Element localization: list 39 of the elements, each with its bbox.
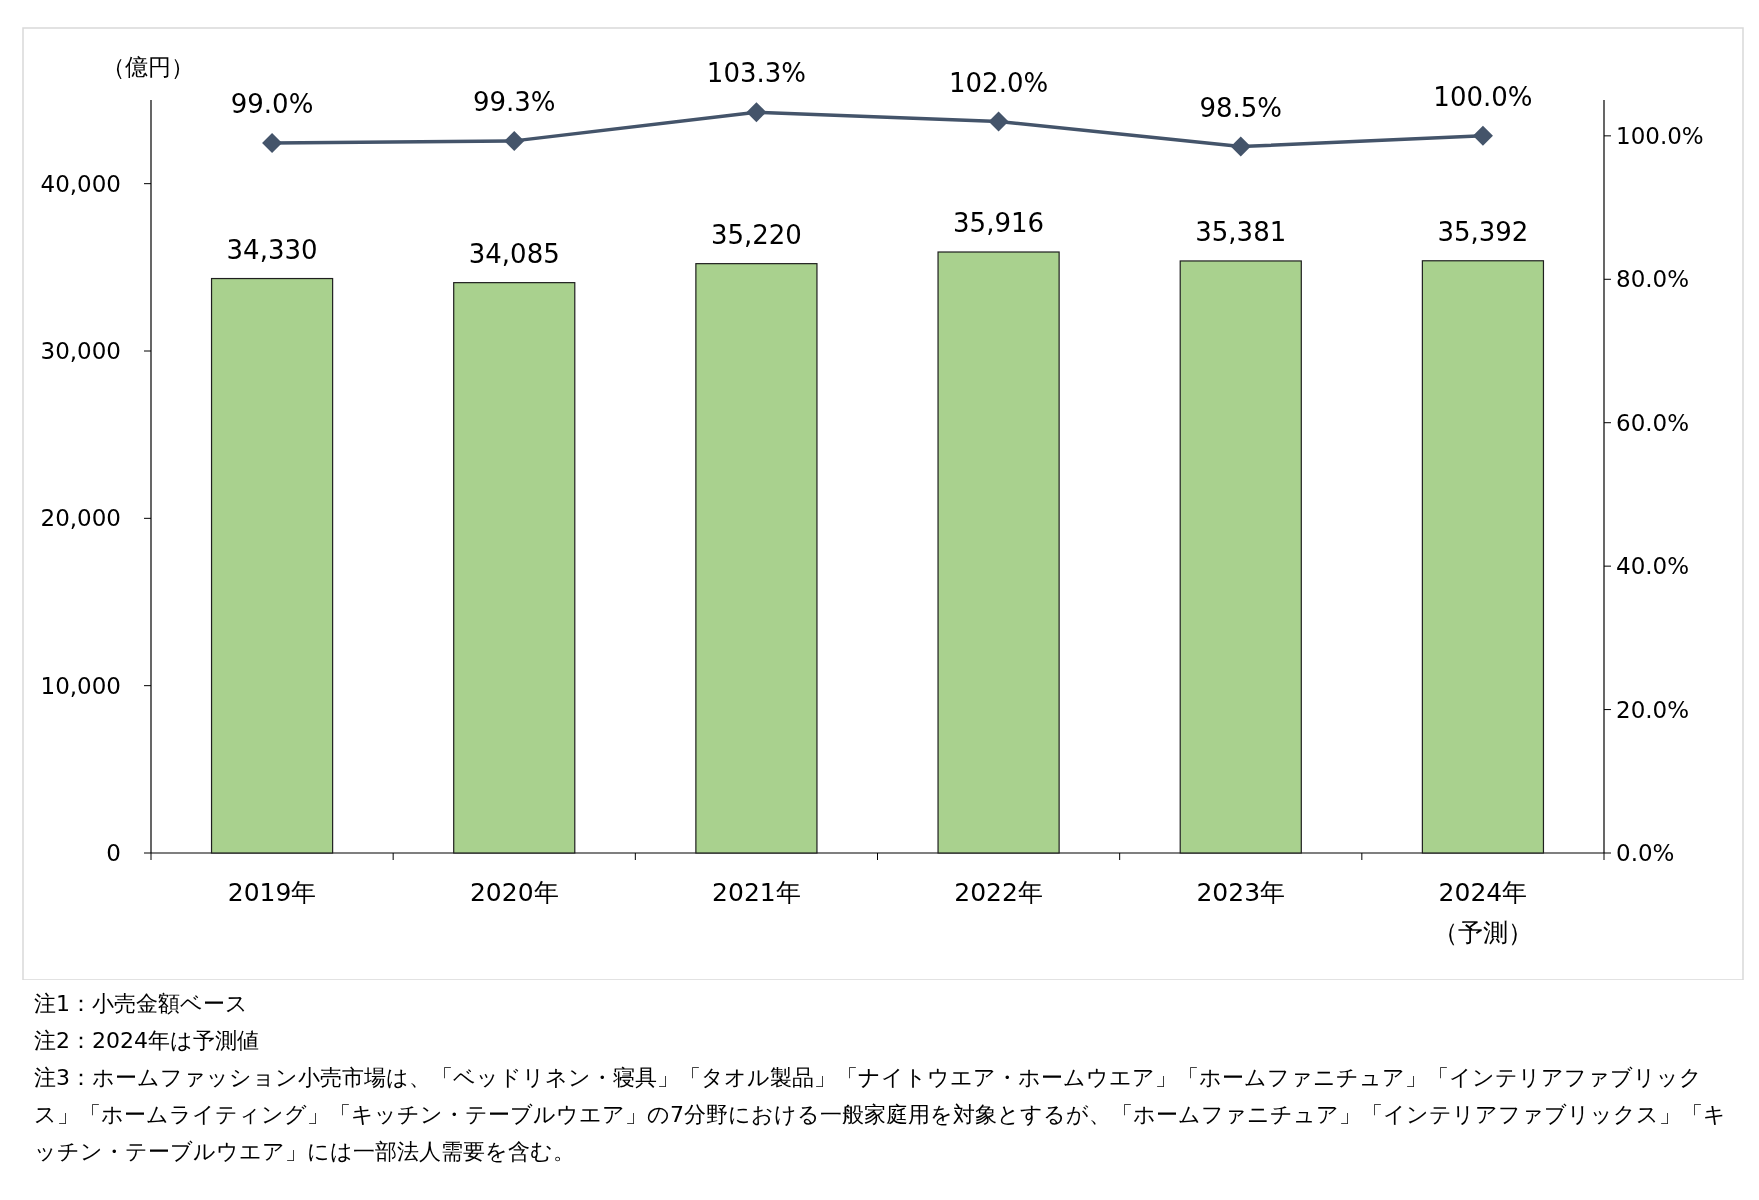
data-label: 34,085 <box>468 238 560 269</box>
bar <box>1179 260 1302 854</box>
y-tick-label: 0 <box>106 840 121 866</box>
y2-tick-label: 40.0% <box>1616 553 1690 580</box>
y-tick-label: 20,000 <box>40 505 121 532</box>
text: 注2：2024年は予測値 <box>34 1027 260 1055</box>
bar <box>937 251 1060 854</box>
data-label: 35,381 <box>1195 216 1287 247</box>
data-label: 99.3% <box>472 86 556 117</box>
x-tick-label: 2022年 <box>953 877 1044 909</box>
data-label: 34,330 <box>226 234 318 265</box>
data-label: 35,916 <box>953 208 1045 239</box>
y2-tick-label: 0.0% <box>1616 840 1675 866</box>
bar <box>210 277 334 854</box>
y2-tick-label: 80.0% <box>1616 266 1690 293</box>
text: 注3：ホームファッション小売市場は、「ベッドリネン・寝具」「タオル製品」「ナイトウエア・ホームウエア」「ホームファニチュア」「インテリアファブリックス」「ホームライティング」「キッチン・テーブルウエア」の7分野における一般家庭用を対象とするが、「ホームファニチュア」「インテリアファブリックス」「キッチン・テーブルウエア」には一部法人需要を含む。 <box>34 1064 1727 1166</box>
x-tick-label: 2024年（予測） <box>1431 877 1534 949</box>
data-label: 103.3% <box>706 58 806 89</box>
text: 注1：小売金額ベース <box>34 990 249 1018</box>
bar <box>453 282 576 854</box>
y2-tick-label: 20.0% <box>1616 696 1690 723</box>
data-label: 98.5% <box>1199 92 1283 123</box>
y2-tick-label: 100.0% <box>1616 122 1704 149</box>
data-label: 35,220 <box>710 219 802 250</box>
x-tick-label: 2019年 <box>226 877 318 909</box>
x-tick-label: 2023年 <box>1195 877 1287 909</box>
bar <box>695 263 818 854</box>
data-label: 102.0% <box>949 67 1049 98</box>
data-label: 35,392 <box>1437 216 1529 247</box>
data-label: 99.0% <box>230 89 314 120</box>
y2-tick-label: 60.0% <box>1616 409 1690 436</box>
x-tick-label: 2021年 <box>711 877 802 909</box>
y-tick-label: 40,000 <box>40 170 121 197</box>
data-label: 100.0% <box>1433 81 1533 112</box>
x-tick-label: 2020年 <box>468 877 560 909</box>
bar <box>1421 260 1545 854</box>
y-axis-title: （億円） <box>102 54 194 80</box>
y-tick-label: 30,000 <box>40 338 121 364</box>
y-tick-label: 10,000 <box>40 672 121 699</box>
